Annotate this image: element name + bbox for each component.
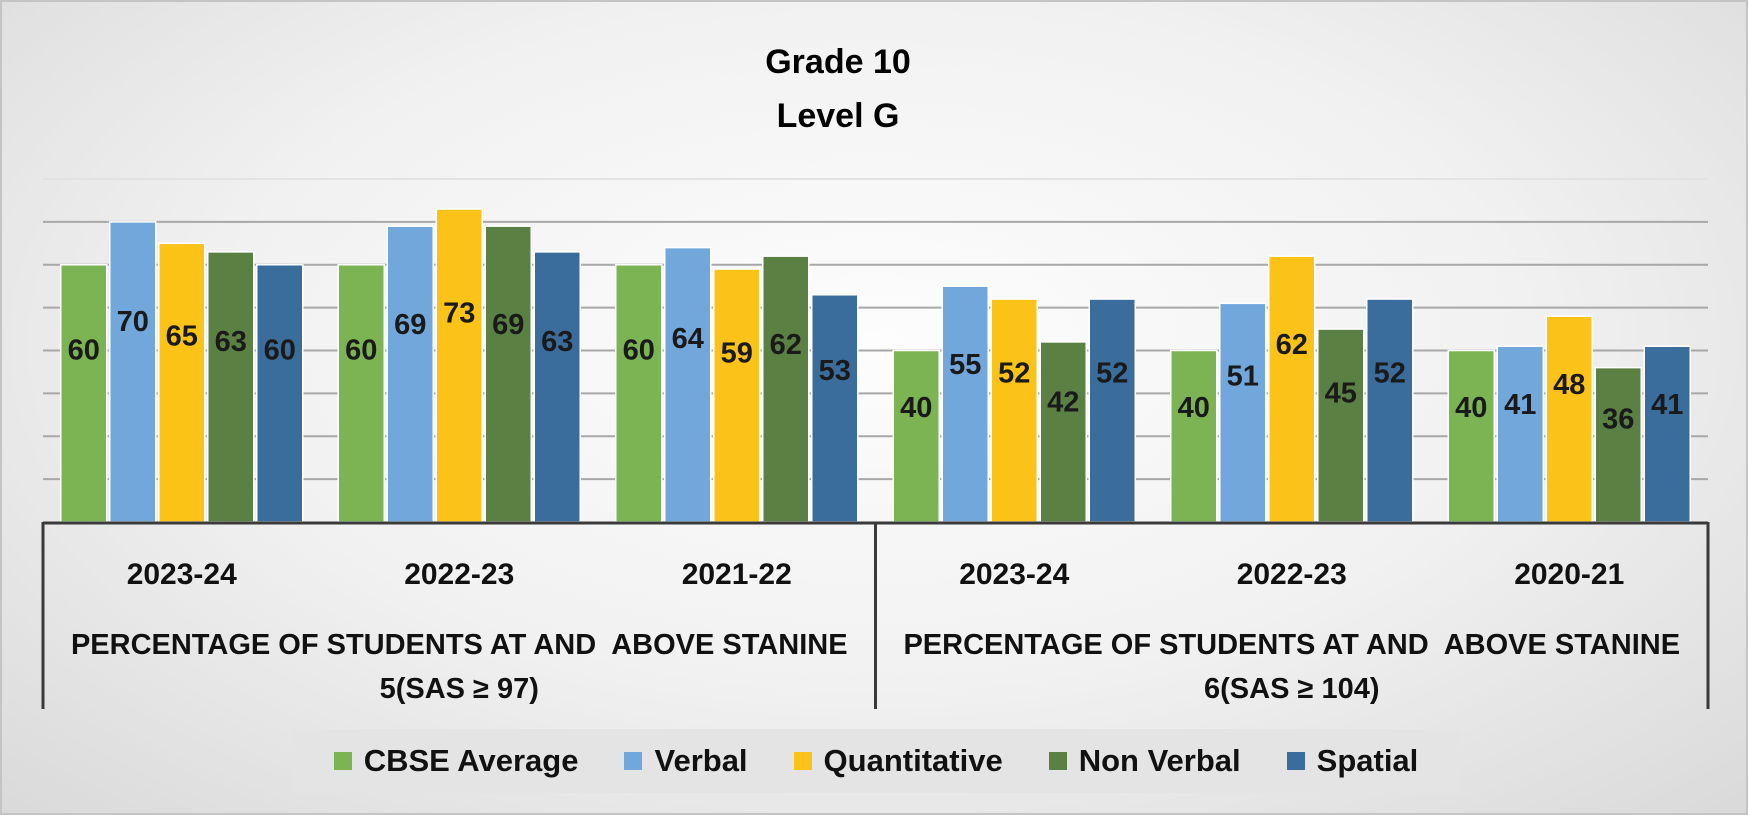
data-label: 60 bbox=[264, 335, 296, 367]
chart-title: Grade 10 Level G bbox=[765, 43, 911, 135]
data-label: 63 bbox=[215, 326, 247, 358]
bars bbox=[60, 208, 1691, 523]
bar-quantitative bbox=[713, 268, 761, 523]
data-label: 70 bbox=[117, 306, 149, 338]
data-label: 52 bbox=[1374, 358, 1406, 390]
data-label: 60 bbox=[623, 335, 655, 367]
bar-quantitative bbox=[435, 208, 483, 523]
x-tick-label: 2022-23 bbox=[404, 558, 514, 591]
bar-verbal bbox=[1496, 345, 1544, 523]
data-label: 62 bbox=[1276, 329, 1308, 361]
x-group-label: PERCENTAGE OF STUDENTS AT AND ABOVE STAN… bbox=[903, 629, 1680, 661]
legend-item-cbse-average: CBSE Average bbox=[333, 743, 579, 779]
bar-non-verbal bbox=[484, 225, 532, 523]
bar-spatial bbox=[533, 251, 581, 523]
bar-cbse-average bbox=[1447, 349, 1495, 523]
bar-non-verbal bbox=[1594, 366, 1642, 523]
legend-label: CBSE Average bbox=[363, 743, 579, 778]
x-tick-label: 2022-23 bbox=[1237, 558, 1347, 591]
bar-spatial bbox=[1366, 298, 1414, 523]
legend-swatch bbox=[1286, 752, 1305, 770]
bar-non-verbal bbox=[1317, 328, 1365, 523]
bar-verbal bbox=[664, 246, 712, 523]
data-label: 64 bbox=[672, 323, 704, 355]
data-label: 69 bbox=[394, 309, 426, 341]
bar-quantitative bbox=[1545, 315, 1593, 523]
data-label: 41 bbox=[1504, 389, 1536, 421]
bar-non-verbal bbox=[207, 251, 255, 523]
data-label: 41 bbox=[1651, 389, 1683, 421]
legend-swatch bbox=[624, 752, 643, 770]
bar-verbal bbox=[941, 285, 989, 523]
bar-cbse-average bbox=[615, 264, 663, 523]
bar-cbse-average bbox=[60, 264, 108, 523]
data-label: 40 bbox=[900, 392, 932, 424]
data-label: 69 bbox=[492, 309, 524, 341]
data-label: 60 bbox=[345, 335, 377, 367]
data-label: 65 bbox=[166, 320, 198, 352]
bar-spatial bbox=[811, 294, 859, 523]
legend-label: Verbal bbox=[654, 743, 748, 778]
bar-quantitative bbox=[990, 298, 1038, 523]
data-label: 52 bbox=[998, 358, 1030, 390]
bar-cbse-average bbox=[1170, 349, 1218, 523]
legend-item-non-verbal: Non Verbal bbox=[1048, 743, 1241, 779]
bar-quantitative bbox=[1268, 255, 1316, 523]
gridlines bbox=[43, 178, 1708, 481]
bar-non-verbal bbox=[762, 255, 810, 523]
bar-cbse-average bbox=[337, 264, 385, 523]
data-label: 51 bbox=[1227, 360, 1259, 392]
legend-item-verbal: Verbal bbox=[624, 743, 748, 779]
chart-title-line-2: Level G bbox=[777, 97, 900, 135]
x-group-label: PERCENTAGE OF STUDENTS AT AND ABOVE STAN… bbox=[71, 629, 848, 661]
bar-verbal bbox=[386, 225, 434, 523]
data-label: 36 bbox=[1602, 404, 1634, 436]
data-label: 59 bbox=[721, 338, 753, 370]
x-group-label: 5(SAS ≥ 97) bbox=[380, 673, 539, 705]
bar-spatial bbox=[1088, 298, 1136, 523]
bar-verbal bbox=[109, 221, 157, 523]
data-label: 48 bbox=[1553, 369, 1585, 401]
x-tick-label: 2023-24 bbox=[127, 558, 237, 591]
bar-cbse-average bbox=[892, 349, 940, 523]
bar-spatial bbox=[1643, 345, 1691, 523]
x-tick-label: 2021-22 bbox=[682, 558, 792, 591]
data-label: 42 bbox=[1047, 386, 1079, 418]
chart-title-line-1: Grade 10 bbox=[765, 43, 911, 81]
data-label: 40 bbox=[1178, 392, 1210, 424]
data-label: 53 bbox=[819, 355, 851, 387]
data-labels: 60 70 65 63 60 60 69 73 69 63 60 64 59 62 53 40 55 52 42 52… bbox=[68, 297, 1684, 435]
x-tick-label: 2023-24 bbox=[959, 558, 1069, 591]
bar-quantitative bbox=[158, 242, 206, 523]
bar-verbal bbox=[1219, 302, 1267, 523]
legend-item-quantitative: Quantitative bbox=[793, 743, 1003, 779]
x-tick-label: 2020-21 bbox=[1514, 558, 1624, 591]
legend-item-spatial: Spatial bbox=[1286, 743, 1419, 779]
data-label: 73 bbox=[443, 297, 475, 329]
bar-non-verbal bbox=[1039, 341, 1087, 523]
data-label: 63 bbox=[541, 326, 573, 358]
legend-swatch bbox=[793, 752, 812, 770]
x-axis: 2023-24 2022-23 2021-22 2023-24 2022-23 2020-… bbox=[41, 521, 1710, 709]
legend-label: Quantitative bbox=[823, 743, 1003, 778]
data-label: 60 bbox=[68, 335, 100, 367]
bar-spatial bbox=[256, 264, 304, 523]
data-label: 55 bbox=[949, 349, 981, 381]
data-label: 52 bbox=[1096, 358, 1128, 390]
data-label: 62 bbox=[770, 329, 802, 361]
legend-swatch bbox=[333, 752, 352, 770]
legend: CBSE Average Verbal Quantitative Non Verbal… bbox=[292, 729, 1460, 793]
legend-swatch bbox=[1048, 752, 1067, 770]
data-label: 40 bbox=[1455, 392, 1487, 424]
legend-label: Non Verbal bbox=[1078, 743, 1241, 778]
data-label: 45 bbox=[1325, 378, 1357, 410]
legend-label: Spatial bbox=[1316, 743, 1419, 778]
x-group-label: 6(SAS ≥ 104) bbox=[1204, 673, 1380, 705]
